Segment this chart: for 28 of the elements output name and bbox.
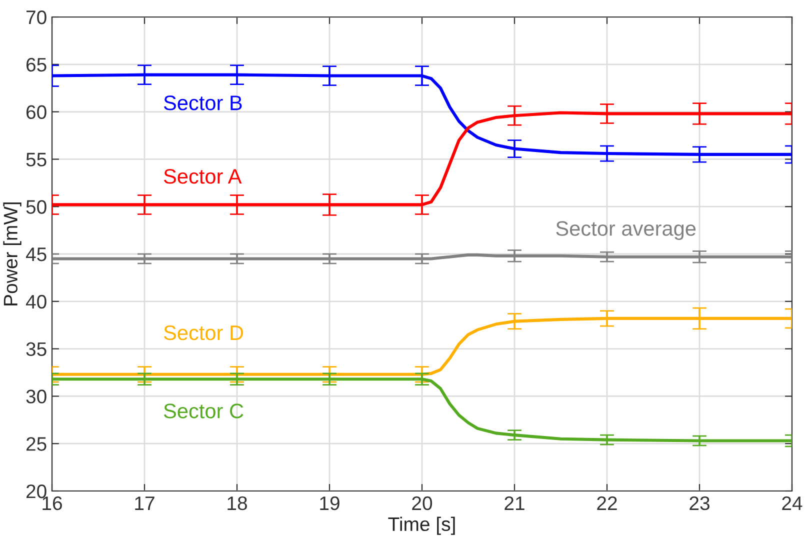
y-tick-label: 40 <box>26 294 46 309</box>
x-tick-label: 21 <box>504 496 524 510</box>
y-tick-label: 55 <box>26 152 46 166</box>
series-label: Sector C <box>164 404 244 418</box>
y-tick-label: 65 <box>26 58 46 72</box>
y-tick-label: 20 <box>26 484 46 498</box>
y-tick-label: 60 <box>26 105 46 120</box>
y-tick-label: 45 <box>26 248 46 262</box>
y-tick-label: 70 <box>26 10 46 24</box>
y-tick-label: 25 <box>26 437 46 451</box>
y-tick-label: 30 <box>26 390 46 404</box>
line-series <box>52 378 792 442</box>
x-tick-label: 24 <box>782 496 802 510</box>
series-label: Sector A <box>164 169 242 184</box>
y-axis-title: Power [mW] <box>3 202 22 306</box>
x-tick-label: 23 <box>690 496 710 510</box>
y-tick-label: 50 <box>26 200 46 214</box>
x-tick-label: 19 <box>320 496 340 510</box>
series-label: Sector D <box>164 325 244 340</box>
series-label: Sector average <box>556 221 696 240</box>
x-tick-label: 22 <box>597 496 617 510</box>
x-tick-label: 16 <box>42 496 62 510</box>
x-axis-title: Time [s] <box>388 516 455 535</box>
x-tick-label: 17 <box>135 496 154 510</box>
x-tick-label: 20 <box>412 496 432 510</box>
series-label: Sector B <box>164 96 242 110</box>
x-tick-label: 18 <box>228 496 247 510</box>
y-tick-label: 35 <box>26 342 46 356</box>
